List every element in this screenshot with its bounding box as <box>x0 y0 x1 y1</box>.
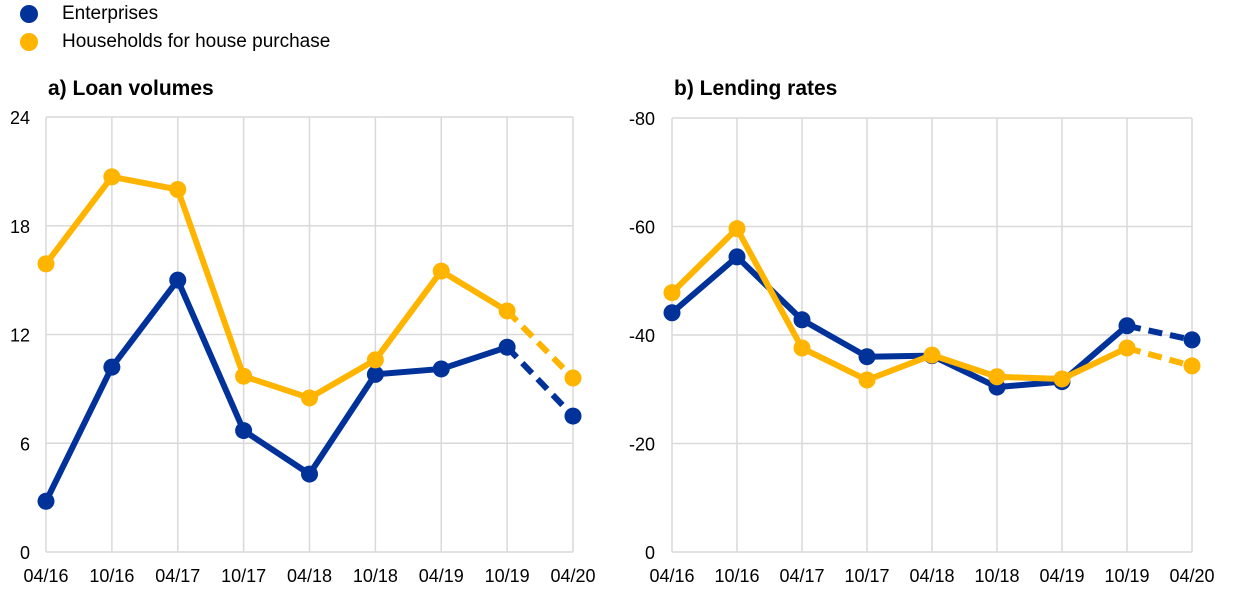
data-point-households <box>1183 357 1201 375</box>
data-point-households <box>169 181 187 198</box>
x-tick-label: 10/16 <box>714 566 759 586</box>
y-tick-label: -80 <box>629 109 655 129</box>
data-point-enterprises <box>37 492 55 510</box>
x-tick-label: 04/20 <box>1169 566 1214 586</box>
legend-item-enterprises: Enterprises <box>20 0 330 28</box>
series-line-enterprises <box>670 253 1129 391</box>
data-point-enterprises <box>1118 317 1136 335</box>
y-tick-label: 12 <box>10 326 30 346</box>
data-point-enterprises <box>498 338 516 356</box>
data-point-households <box>366 351 384 369</box>
data-point-enterprises <box>235 422 253 440</box>
data-point-enterprises <box>728 248 746 266</box>
series-line-projected-households <box>1126 345 1193 369</box>
y-tick-label: -60 <box>629 218 655 238</box>
chart-title: b) Lending rates <box>674 77 837 100</box>
data-point-households <box>793 339 811 357</box>
y-tick-label: 24 <box>10 108 30 128</box>
legend-label: Households for house purchase <box>62 31 331 52</box>
y-tick-label: 6 <box>20 434 30 454</box>
data-point-households <box>923 346 941 364</box>
data-point-households <box>498 302 516 320</box>
data-point-households <box>663 284 681 302</box>
chart-loan-volumes: a) Loan volumes 04/16 10/16 04/17 10/17 04/18… <box>10 77 596 586</box>
data-point-households <box>988 368 1006 386</box>
x-tick-label: 04/16 <box>23 566 68 586</box>
series-line-enterprises <box>43 277 509 503</box>
series-line-projected-enterprises <box>1126 322 1193 343</box>
y-tick-label: -20 <box>629 435 655 455</box>
x-tick-label: 10/16 <box>89 566 134 586</box>
y-tick-label: 0 <box>20 543 30 563</box>
legend: Enterprises Households for house purchas… <box>20 0 330 56</box>
data-point-households <box>728 220 746 238</box>
x-tick-label: 04/16 <box>649 566 694 586</box>
series-line-households <box>43 173 509 401</box>
x-tick-label: 10/18 <box>974 566 1019 586</box>
x-tick-label: 04/19 <box>1039 566 1084 586</box>
legend-marker-households <box>20 33 38 51</box>
data-point-households <box>1053 370 1071 388</box>
data-point-enterprises <box>858 348 876 366</box>
x-tick-label: 04/17 <box>155 566 200 586</box>
data-point-households <box>564 369 582 387</box>
data-point-households <box>301 389 318 407</box>
legend-item-households: Households for house purchase <box>20 28 330 56</box>
data-point-enterprises <box>169 271 187 289</box>
series-line-projected-enterprises <box>504 345 576 419</box>
data-point-enterprises <box>793 311 811 329</box>
series-line-projected-households <box>504 308 576 381</box>
data-point-enterprises <box>301 465 318 483</box>
data-point-enterprises <box>663 304 681 322</box>
data-point-enterprises <box>432 360 450 378</box>
data-point-households <box>235 367 253 385</box>
data-point-households <box>858 371 876 389</box>
chart-title: a) Loan volumes <box>48 77 214 100</box>
x-tick-label: 04/19 <box>419 566 464 586</box>
y-tick-label: 0 <box>645 543 655 563</box>
series-line-households <box>669 225 1129 384</box>
x-tick-label: 04/18 <box>909 566 954 586</box>
x-tick-label: 04/18 <box>287 566 332 586</box>
data-point-households <box>103 168 121 186</box>
data-point-enterprises <box>103 358 121 376</box>
data-point-households <box>37 255 55 273</box>
chart-lending-rates: b) Lending rates 04/16 10/16 04/17 10/17 04/1… <box>629 77 1215 586</box>
x-tick-label: 10/19 <box>485 566 530 586</box>
x-tick-label: 10/17 <box>221 566 266 586</box>
x-tick-label: 10/18 <box>353 566 398 586</box>
y-tick-label: -40 <box>629 326 655 346</box>
x-tick-label: 04/17 <box>779 566 824 586</box>
legend-label: Enterprises <box>62 3 159 24</box>
data-point-enterprises <box>366 365 384 383</box>
x-tick-label: 04/20 <box>550 566 595 586</box>
y-tick-label: 18 <box>10 217 30 237</box>
data-point-households <box>432 262 450 280</box>
data-point-enterprises <box>1183 331 1201 349</box>
legend-marker-enterprises <box>20 5 38 23</box>
x-tick-label: 10/17 <box>844 566 889 586</box>
data-point-enterprises <box>564 407 582 425</box>
data-point-households <box>1118 339 1136 357</box>
x-tick-label: 10/19 <box>1104 566 1149 586</box>
